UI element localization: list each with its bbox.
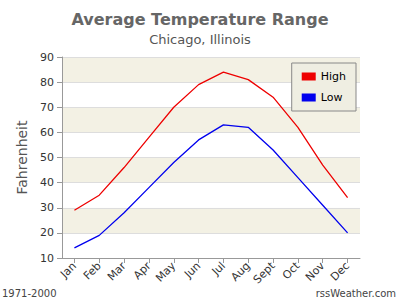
svg-text:rssWeather.com: rssWeather.com xyxy=(316,288,396,299)
svg-text:80: 80 xyxy=(40,76,54,89)
svg-text:May: May xyxy=(153,259,179,285)
svg-text:Jul: Jul xyxy=(209,259,228,278)
svg-text:Mar: Mar xyxy=(105,259,129,283)
svg-text:Low: Low xyxy=(321,91,343,104)
svg-text:Oct: Oct xyxy=(280,259,303,282)
svg-text:10: 10 xyxy=(40,252,54,265)
svg-text:Apr: Apr xyxy=(131,259,154,282)
svg-text:60: 60 xyxy=(40,126,54,139)
svg-text:50: 50 xyxy=(40,151,54,164)
svg-text:Average Temperature Range: Average Temperature Range xyxy=(71,10,328,29)
svg-text:30: 30 xyxy=(40,201,54,214)
svg-text:High: High xyxy=(321,70,346,83)
svg-text:1971-2000: 1971-2000 xyxy=(2,288,57,299)
svg-text:40: 40 xyxy=(40,176,54,189)
svg-text:Sept: Sept xyxy=(251,259,278,286)
svg-text:Chicago, Illinois: Chicago, Illinois xyxy=(149,32,251,47)
svg-text:20: 20 xyxy=(40,226,54,239)
svg-text:Nov: Nov xyxy=(303,259,328,284)
svg-text:70: 70 xyxy=(40,101,54,114)
svg-text:90: 90 xyxy=(40,51,54,64)
svg-text:Dec: Dec xyxy=(328,259,352,283)
svg-text:Aug: Aug xyxy=(228,259,252,283)
svg-text:Jun: Jun xyxy=(181,259,203,281)
svg-text:Fahrenheit: Fahrenheit xyxy=(14,120,30,195)
svg-text:Jan: Jan xyxy=(57,259,79,281)
svg-text:Feb: Feb xyxy=(81,259,104,282)
